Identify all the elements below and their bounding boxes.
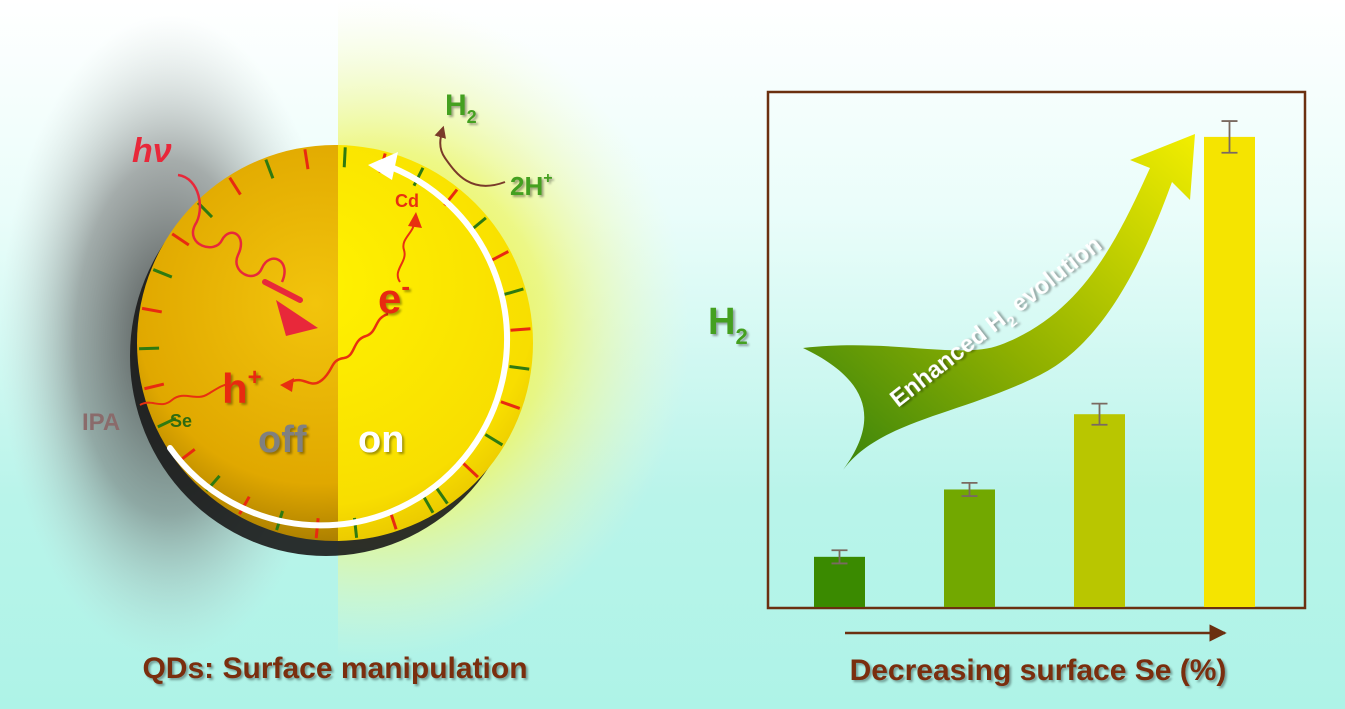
surface-tick	[157, 416, 177, 429]
surface-tick	[264, 159, 275, 179]
enhancement-arrow	[803, 134, 1195, 470]
surface-tick	[509, 364, 530, 371]
bar-1	[814, 556, 865, 607]
cd-label: Cd	[395, 191, 419, 211]
y-axis-label: H2	[708, 301, 748, 349]
surface-tick	[238, 495, 251, 515]
surface-tick	[228, 176, 242, 196]
hole-label: h+	[222, 364, 262, 412]
surface-tick	[500, 400, 521, 410]
left-caption: QDs: Surface manipulation	[142, 652, 527, 685]
error-bar-1	[831, 549, 848, 565]
surface-tick	[144, 382, 165, 391]
electron-label: e-	[378, 271, 410, 322]
bars-group	[814, 120, 1255, 607]
off-label: off	[258, 419, 307, 461]
surface-switch-arrow	[167, 152, 510, 529]
surface-tick	[342, 147, 347, 168]
electron-hole-wave	[280, 312, 389, 392]
surface-tick	[503, 287, 524, 296]
ipa-label: IPA	[82, 409, 120, 436]
surface-tick	[462, 462, 479, 479]
se-label: Se	[170, 411, 192, 431]
photon-wave	[177, 173, 318, 336]
hole-scavenger-wave	[139, 383, 231, 406]
electron-transfer-wave	[396, 212, 422, 283]
surface-tick	[421, 494, 435, 514]
error-bar-3	[1091, 402, 1108, 426]
bar-4	[1204, 136, 1255, 607]
on-label: on	[358, 419, 404, 461]
surface-tick	[303, 149, 310, 170]
surface-tick	[152, 268, 173, 279]
error-bar-4	[1221, 120, 1238, 154]
surface-tick	[484, 433, 504, 447]
error-bar-2	[961, 481, 978, 497]
surface-tick	[489, 250, 510, 263]
surface-tick	[510, 327, 531, 332]
bar-2	[944, 489, 995, 607]
h2-evolution-curve	[434, 125, 506, 187]
right-caption: Decreasing surface Se (%)	[850, 654, 1227, 687]
surface-tick	[412, 167, 425, 187]
surface-tick	[171, 232, 190, 247]
surface-tick	[434, 486, 449, 505]
proton-label: 2H+	[510, 170, 553, 201]
bar-3	[1074, 414, 1125, 607]
photon-label: hν	[132, 132, 172, 170]
h2-product-label: H2	[445, 89, 477, 127]
surface-tick	[141, 306, 163, 314]
chart-frame	[766, 90, 1307, 610]
chart: Enhanced H2 evolution H2 Decreasing surf…	[708, 90, 1307, 687]
surface-tick	[139, 346, 160, 351]
